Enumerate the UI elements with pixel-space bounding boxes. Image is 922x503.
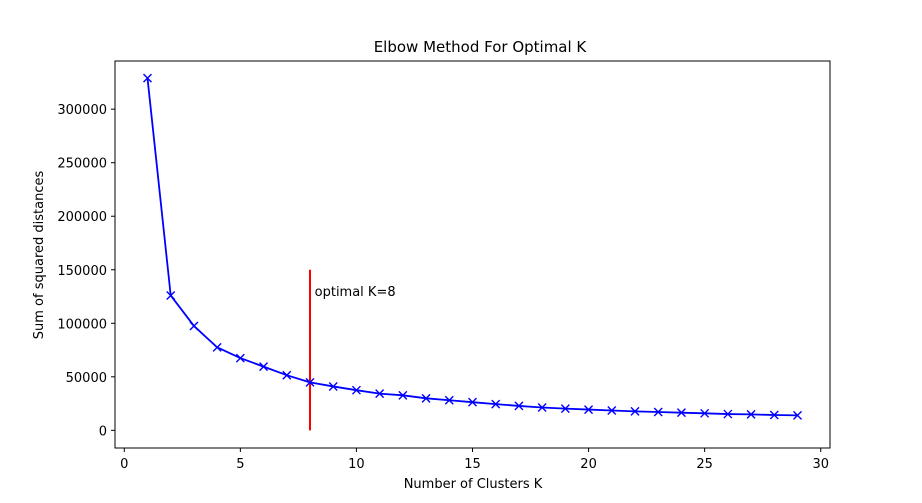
- data-point-marker: [560, 404, 570, 414]
- x-tick-label: 10: [348, 457, 365, 472]
- plot-border: [114, 60, 831, 449]
- data-point-marker: [700, 408, 710, 418]
- data-point-marker: [607, 406, 617, 416]
- marker-stroke: [584, 405, 594, 415]
- data-point-marker: [421, 393, 431, 403]
- marker-stroke: [653, 407, 663, 417]
- data-point-marker: [143, 73, 152, 83]
- marker-stroke: [398, 390, 408, 400]
- marker-stroke: [305, 377, 315, 387]
- marker-stroke: [607, 406, 617, 416]
- data-point-marker: [584, 405, 594, 415]
- data-point-marker: [351, 385, 361, 395]
- marker-stroke: [746, 409, 756, 419]
- data-point-marker: [259, 362, 269, 372]
- marker-stroke: [282, 370, 292, 380]
- data-point-marker: [212, 342, 222, 352]
- x-tick-label: 25: [696, 457, 713, 472]
- marker-stroke: [166, 290, 176, 300]
- y-tick-label: 100000: [57, 317, 107, 332]
- marker-stroke: [491, 399, 501, 409]
- marker-stroke: [537, 403, 547, 413]
- data-point-marker: [375, 389, 385, 399]
- data-point-marker: [630, 406, 640, 416]
- chart-title: Elbow Method For Optimal K: [374, 38, 588, 56]
- marker-stroke: [700, 408, 710, 418]
- data-point-marker: [398, 390, 408, 400]
- data-point-marker: [468, 397, 477, 407]
- marker-stroke: [212, 342, 222, 352]
- x-tick-label: 0: [120, 457, 128, 472]
- y-tick-label: 300000: [57, 103, 107, 118]
- marker-stroke: [421, 393, 431, 403]
- marker-stroke: [769, 410, 779, 420]
- marker-stroke: [375, 389, 385, 399]
- series-line: [146, 78, 798, 417]
- y-tick-label: 250000: [57, 157, 107, 172]
- marker-stroke: [444, 395, 454, 405]
- data-point-marker: [305, 377, 315, 387]
- marker-stroke: [189, 321, 199, 331]
- marker-stroke: [235, 353, 245, 363]
- y-tick-label: 50000: [66, 371, 107, 386]
- marker-stroke: [560, 404, 570, 414]
- data-point-marker: [793, 410, 802, 420]
- marker-stroke: [351, 385, 361, 395]
- data-point-marker: [328, 381, 338, 391]
- marker-stroke: [676, 408, 686, 418]
- y-axis-ticks: 0 50000 100000 150000 200000 250000 300000: [57, 103, 115, 439]
- data-point-marker: [723, 409, 733, 419]
- marker-stroke: [143, 73, 152, 83]
- marker-stroke: [630, 406, 640, 416]
- marker-stroke: [259, 362, 269, 372]
- data-point-marker: [444, 395, 454, 405]
- data-point-marker: [537, 403, 547, 413]
- marker-stroke: [468, 397, 477, 407]
- x-tick-label: 15: [464, 457, 481, 472]
- series-layer: [143, 73, 802, 420]
- data-point-marker: [676, 408, 686, 418]
- data-point-marker: [282, 370, 292, 380]
- y-tick-label: 200000: [57, 210, 107, 225]
- data-point-marker: [189, 321, 199, 331]
- data-point-marker: [491, 399, 501, 409]
- marker-stroke: [793, 410, 802, 420]
- data-point-marker: [235, 353, 245, 363]
- data-point-marker: [166, 290, 176, 300]
- marker-stroke: [328, 381, 338, 391]
- data-point-marker: [653, 407, 663, 417]
- y-tick-label: 150000: [57, 264, 107, 279]
- data-point-marker: [769, 410, 779, 420]
- y-axis-label: Sum of squared distances: [32, 171, 47, 340]
- x-tick-label: 5: [236, 457, 244, 472]
- x-tick-label: 20: [580, 457, 597, 472]
- marker-stroke: [723, 409, 733, 419]
- x-axis-label: Number of Clusters K: [404, 477, 543, 492]
- data-point-marker: [514, 401, 524, 411]
- plot-frame: [114, 60, 831, 449]
- x-axis-ticks: 0 5 10 15 20 25 30: [120, 448, 829, 472]
- optimal-k-annotation: optimal K=8: [315, 285, 396, 300]
- marker-stroke: [514, 401, 524, 411]
- x-tick-label: 30: [812, 457, 829, 472]
- data-point-marker: [746, 409, 756, 419]
- y-tick-label: 0: [99, 424, 107, 439]
